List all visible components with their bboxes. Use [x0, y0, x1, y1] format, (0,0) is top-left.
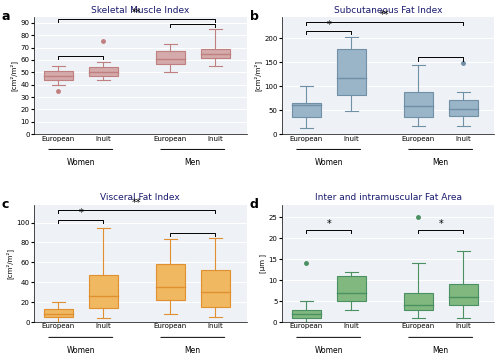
Text: Women: Women: [66, 346, 95, 355]
Bar: [200, 270, 230, 307]
Bar: [404, 92, 433, 117]
Title: Visceral Fat Index: Visceral Fat Index: [100, 194, 180, 202]
Text: b: b: [250, 10, 258, 23]
Text: **: **: [132, 198, 141, 209]
Title: Skeletal Muscle Index: Skeletal Muscle Index: [91, 5, 190, 14]
Text: Men: Men: [432, 157, 449, 167]
Text: c: c: [2, 198, 9, 211]
Bar: [200, 49, 230, 58]
Bar: [44, 309, 73, 317]
Text: *: *: [326, 20, 331, 30]
Y-axis label: [cm²/m²]: [cm²/m²]: [6, 248, 14, 279]
Bar: [404, 293, 433, 310]
Title: Subcutaneous Fat Index: Subcutaneous Fat Index: [334, 5, 442, 14]
Text: Women: Women: [314, 346, 343, 355]
Bar: [44, 71, 73, 80]
Bar: [292, 103, 321, 117]
Bar: [336, 276, 366, 301]
Y-axis label: [cm²/m²]: [cm²/m²]: [254, 60, 261, 91]
Text: **: **: [132, 8, 141, 18]
Text: Women: Women: [66, 157, 95, 167]
Text: Men: Men: [432, 346, 449, 355]
Bar: [448, 100, 478, 116]
Bar: [88, 67, 118, 76]
Bar: [336, 49, 366, 95]
Bar: [88, 275, 118, 308]
Bar: [292, 310, 321, 318]
Text: Men: Men: [184, 157, 201, 167]
Title: Inter and intramuscular Fat Area: Inter and intramuscular Fat Area: [314, 194, 462, 202]
Text: **: **: [380, 10, 390, 20]
Text: Women: Women: [314, 157, 343, 167]
Bar: [448, 285, 478, 305]
Text: a: a: [2, 10, 10, 23]
Text: *: *: [78, 209, 83, 218]
Text: *: *: [438, 219, 443, 229]
Text: Men: Men: [184, 346, 201, 355]
Bar: [156, 264, 185, 300]
Y-axis label: [cm²/m²]: [cm²/m²]: [10, 60, 18, 91]
Bar: [156, 51, 185, 64]
Text: d: d: [250, 198, 258, 211]
Y-axis label: [μm ]: [μm ]: [259, 254, 266, 273]
Text: *: *: [326, 219, 331, 229]
